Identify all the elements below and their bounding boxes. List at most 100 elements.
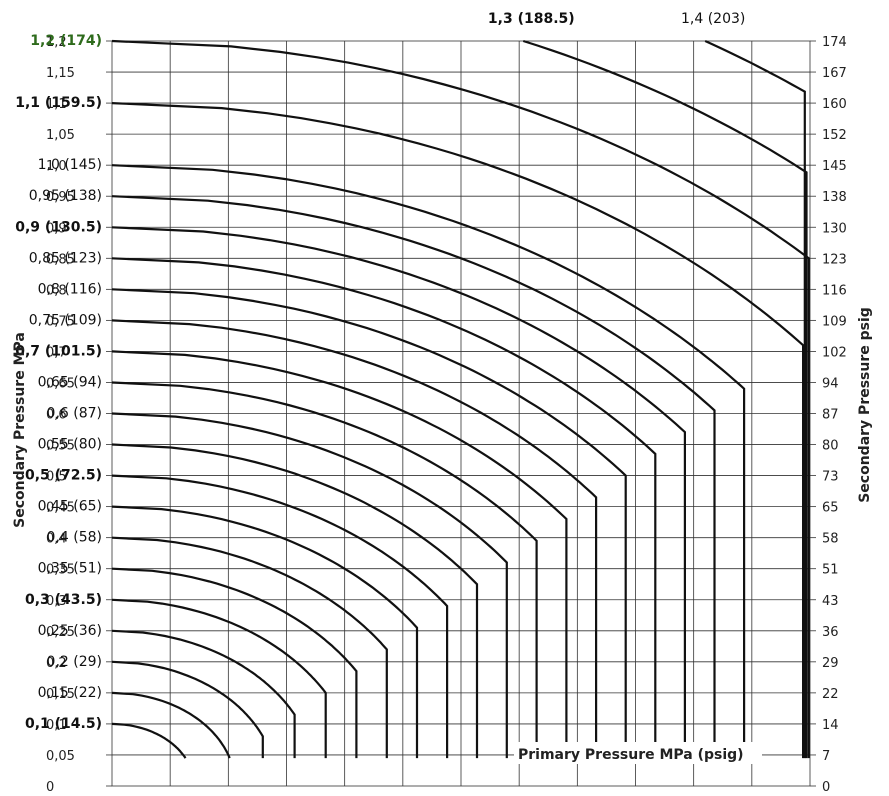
curve-label: 0,25 (36): [38, 623, 102, 639]
y-right-tick-label: 22: [822, 687, 839, 702]
y-tick-label: 0,45: [46, 501, 75, 516]
pressure-curve: [111, 629, 296, 759]
pressure-curve: [111, 381, 538, 759]
y-tick-label: 0,3: [46, 594, 67, 609]
y-tick-label: 0,7: [46, 345, 67, 360]
y-tick-label: 1,2: [46, 35, 67, 50]
curve-label: 0,85 (123): [29, 250, 102, 266]
curve-label: 1,4 (203): [681, 11, 745, 27]
y-tick-label: 0,85: [46, 252, 75, 267]
curve-label: 1,1 (159.5): [15, 95, 102, 111]
y-axis-label-left: Secondary Pressure MPa: [12, 332, 28, 528]
y-right-tick-label: 58: [822, 532, 839, 547]
y-tick-label: 0,8: [46, 283, 67, 298]
curve-label: 0,4 (58): [47, 530, 102, 546]
y-tick-label: 0: [46, 780, 54, 795]
curve-label: 0,5 (72.5): [25, 468, 102, 484]
curve-label: 0,1 (14.5): [25, 716, 102, 732]
pressure-curve: [111, 257, 657, 759]
y-right-tick-label: 152: [822, 128, 847, 143]
y-right-tick-label: 36: [822, 625, 839, 640]
pressure-curve: [704, 39, 806, 759]
y-right-tick-label: 51: [822, 563, 839, 578]
pressure-curve: [111, 505, 419, 759]
y-tick-label: 1,1: [46, 97, 67, 112]
pressure-curve: [111, 474, 449, 759]
y-right-tick-label: 102: [822, 345, 847, 360]
curve-label: 0,3 (43.5): [25, 592, 102, 608]
y-right-tick-label: 174: [822, 35, 847, 50]
y-tick-label: 0,1: [46, 718, 67, 733]
curve-label: 0,15 (22): [38, 685, 102, 701]
y-right-tick-label: 138: [822, 190, 847, 205]
y-right-tick-label: 167: [822, 66, 847, 81]
y-tick-label: 0,55: [46, 439, 75, 454]
y-right-tick-label: 29: [822, 656, 839, 671]
curve-label: 0,2 (29): [47, 654, 102, 670]
curves-group: [111, 39, 810, 759]
curve-label: 0,35 (51): [38, 561, 102, 577]
chart-grid: [106, 40, 816, 787]
curve-label: 1,2 (174): [30, 33, 102, 49]
y-tick-label: 0,9: [46, 221, 67, 236]
y-right-tick-label: 145: [822, 159, 847, 174]
curve-label: 0,55 (80): [38, 437, 102, 453]
y-tick-label: 0,75: [46, 314, 75, 329]
y-right-tick-label: 87: [822, 408, 839, 423]
y-right-tick-label: 14: [822, 718, 839, 733]
y-tick-label: 1,15: [46, 66, 75, 81]
right-y-tick-labels: 0 7 14 22 29 36 43 51 58 65 73 80 87 94 102 109 116 123 13…: [822, 35, 847, 795]
pressure-curve: [111, 319, 598, 759]
pressure-curve: [111, 443, 479, 759]
x-axis-label: Primary Pressure MPa (psig): [518, 747, 744, 763]
pressure-curve: [522, 39, 808, 759]
x-axis-label-bg: [514, 742, 762, 764]
curve-label: 0,65 (94): [38, 374, 102, 390]
pressure-curve: [111, 598, 327, 759]
y-tick-label: 0,6: [46, 408, 67, 423]
curve-label: 0,8 (116): [38, 281, 102, 297]
y-tick-label: 0,05: [46, 749, 75, 764]
y-right-tick-label: 116: [822, 283, 847, 298]
y-right-tick-label: 94: [822, 376, 839, 391]
pressure-curve: [111, 691, 231, 759]
pressure-curve: [111, 226, 686, 759]
curve-label: 0,45 (65): [38, 499, 102, 515]
y-tick-label: 0,4: [46, 532, 67, 547]
y-tick-label: 1,0: [46, 159, 67, 174]
curve-label: 0,7 (101.5): [15, 343, 102, 359]
y-right-tick-label: 123: [822, 252, 847, 267]
y-tick-label: 0,5: [46, 470, 67, 485]
curve-label: 0,6 (87): [47, 406, 102, 422]
pressure-curve: [111, 350, 568, 759]
y-tick-label: 0,95: [46, 190, 75, 205]
curve-label: 1,3 (188.5): [488, 11, 575, 27]
y-right-tick-label: 65: [822, 501, 839, 516]
pressure-curve: [111, 102, 805, 759]
left-y-tick-labels: 0 0,05 0,1 0,15 0,2 0,25 0,3 0,35 0,4 0,45 0,5 0,55…: [46, 35, 75, 795]
curve-labels: 0,1 (14.5) 0,15 (22) 0,2 (29) 0,25 (36) 0,3 …: [15, 11, 745, 732]
y-tick-label: 0,2: [46, 656, 67, 671]
curve-label: 0,75 (109): [29, 312, 102, 328]
pressure-curve: [111, 412, 508, 759]
pressure-curve: [111, 288, 627, 759]
y-right-tick-label: 80: [822, 439, 839, 454]
pressure-curve: [111, 722, 187, 759]
y-tick-label: 0,35: [46, 563, 75, 578]
pressure-curve: [111, 536, 388, 759]
pressure-curve: [111, 164, 746, 759]
y-right-tick-label: 73: [822, 470, 839, 485]
y-tick-label: 0,25: [46, 625, 75, 640]
pressure-curve: [111, 660, 264, 759]
pressure-curve: [111, 567, 358, 759]
curve-label: 0,9 (130.5): [15, 219, 102, 235]
pressure-curve: [111, 39, 810, 759]
curve-label: 0,95 (138): [29, 188, 102, 204]
curve-label: 1,0 (145): [38, 157, 102, 173]
y-tick-label: 1,05: [46, 128, 75, 143]
y-right-tick-label: 7: [822, 749, 830, 764]
y-right-tick-label: 109: [822, 314, 847, 329]
y-axis-label-right: Secondary Pressure psig: [857, 307, 873, 503]
y-tick-label: 0,15: [46, 687, 75, 702]
